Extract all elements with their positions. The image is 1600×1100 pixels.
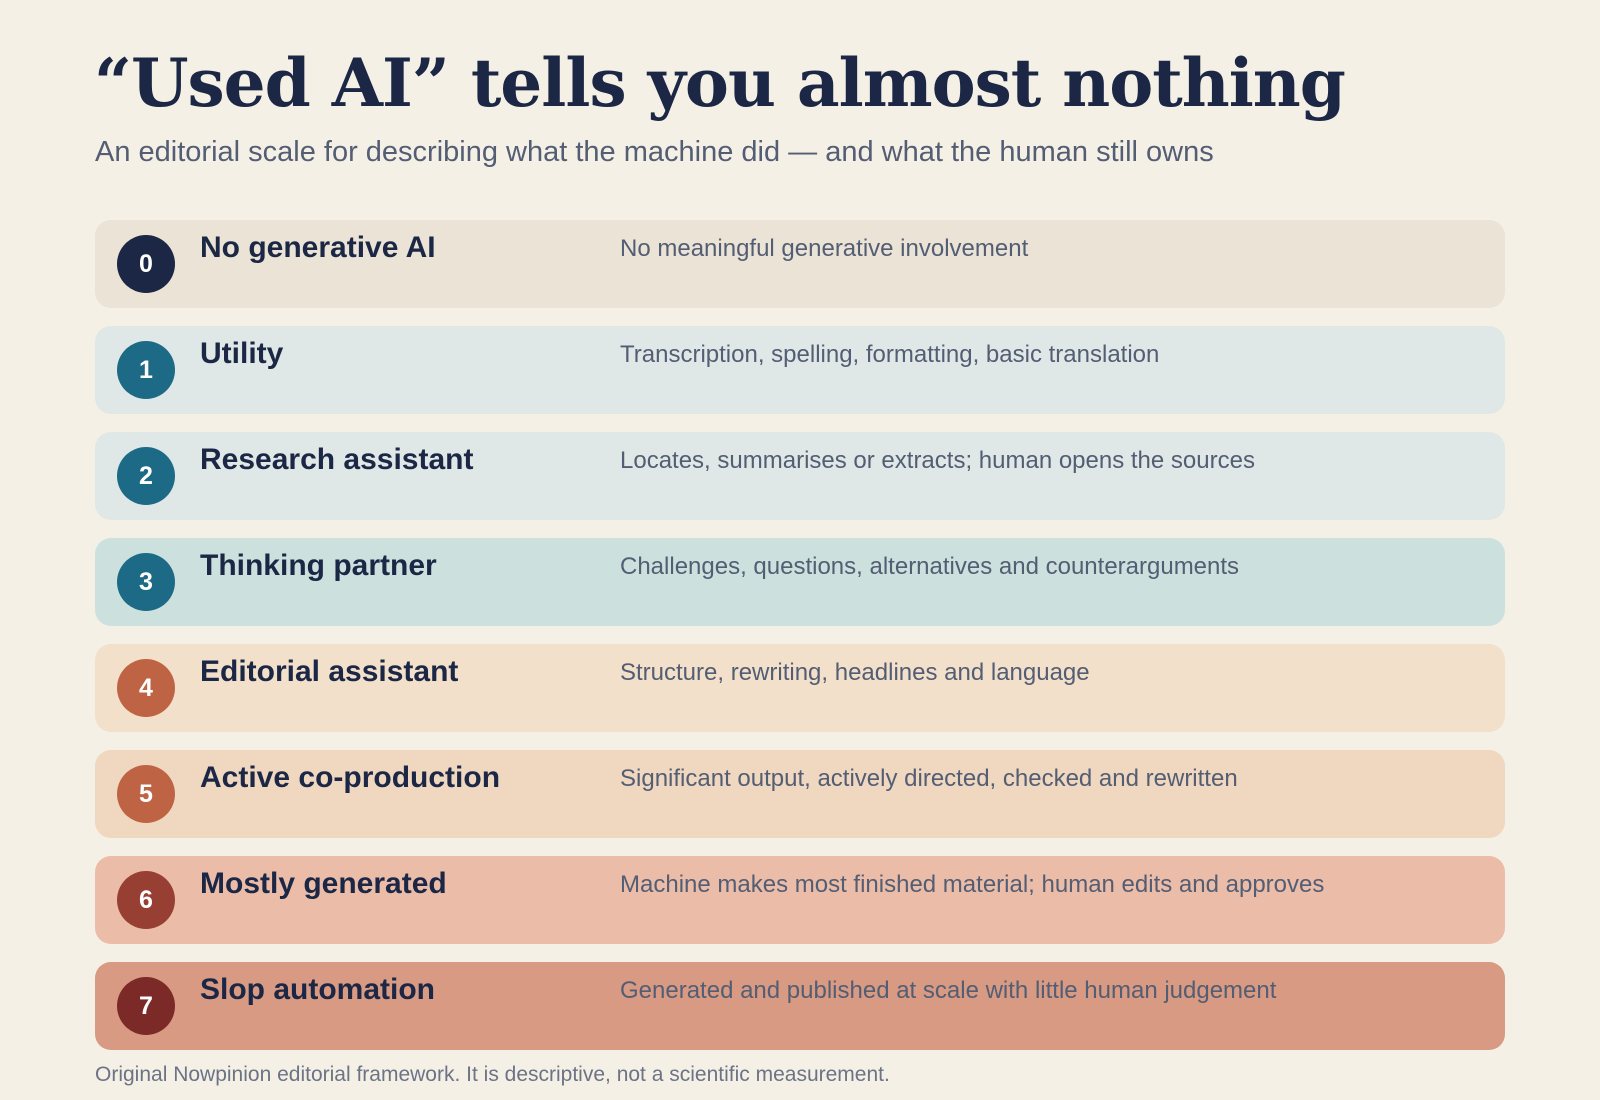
level-description: No meaningful generative involvement [620, 235, 1029, 262]
level-description: Structure, rewriting, headlines and lang… [620, 659, 1090, 686]
level-number-badge: 1 [117, 341, 175, 399]
level-number-badge: 3 [117, 553, 175, 611]
level-description: Generated and published at scale with li… [620, 977, 1277, 1004]
scale-level-6: 6 Mostly generated Machine makes most fi… [95, 856, 1505, 944]
level-name: Utility [200, 337, 284, 370]
level-number-badge: 5 [117, 765, 175, 823]
level-name: Editorial assistant [200, 655, 459, 688]
level-number-badge: 0 [117, 235, 175, 293]
level-number-badge: 2 [117, 447, 175, 505]
scale-level-4: 4 Editorial assistant Structure, rewriti… [95, 644, 1505, 732]
level-name: Mostly generated [200, 867, 447, 900]
level-description: Significant output, actively directed, c… [620, 765, 1238, 792]
page-subtitle: An editorial scale for describing what t… [95, 136, 1214, 168]
level-description: Challenges, questions, alternatives and … [620, 553, 1240, 580]
level-number-badge: 6 [117, 871, 175, 929]
level-name: Thinking partner [200, 549, 437, 582]
level-description: Machine makes most finished material; hu… [620, 871, 1325, 898]
page-title: “Used AI” tells you almost nothing [94, 44, 1346, 122]
level-number-badge: 7 [117, 977, 175, 1035]
level-name: Slop automation [200, 973, 435, 1006]
level-description: Transcription, spelling, formatting, bas… [620, 341, 1160, 368]
scale-level-3: 3 Thinking partner Challenges, questions… [95, 538, 1505, 626]
level-description: Locates, summarises or extracts; human o… [620, 447, 1255, 474]
footnote: Original Nowpinion editorial framework. … [95, 1063, 890, 1086]
ai-involvement-scale: 0 No generative AI No meaningful generat… [95, 220, 1505, 1068]
scale-level-2: 2 Research assistant Locates, summarises… [95, 432, 1505, 520]
level-name: No generative AI [200, 231, 436, 264]
level-name: Active co-production [200, 761, 501, 794]
scale-level-1: 1 Utility Transcription, spelling, forma… [95, 326, 1505, 414]
scale-level-7: 7 Slop automation Generated and publishe… [95, 962, 1505, 1050]
scale-level-5: 5 Active co-production Significant outpu… [95, 750, 1505, 838]
scale-level-0: 0 No generative AI No meaningful generat… [95, 220, 1505, 308]
level-name: Research assistant [200, 443, 474, 476]
level-number-badge: 4 [117, 659, 175, 717]
